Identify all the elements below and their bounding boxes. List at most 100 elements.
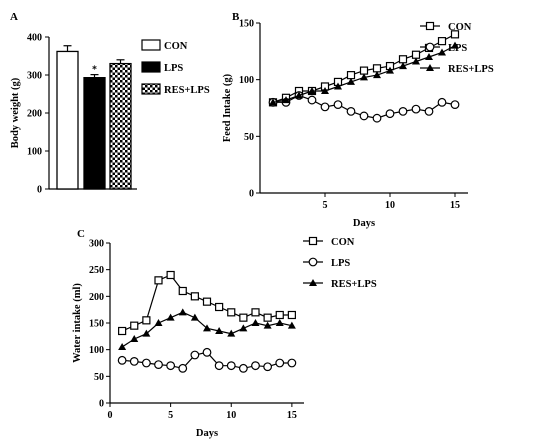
point-lps — [372, 113, 382, 123]
point-reslps — [142, 329, 151, 337]
y-tick-label: 50 — [94, 372, 104, 383]
point-reslps — [412, 57, 420, 65]
point-lps — [450, 100, 460, 109]
point-lps — [117, 355, 127, 365]
point-reslps — [295, 91, 303, 99]
point-lps — [307, 95, 317, 105]
significance-marker: * — [92, 65, 97, 76]
point-reslps — [373, 71, 381, 79]
panel-c-chart: 0 50 100 150 200 250 300 0 5 10 15 Days Water intake… — [72, 236, 377, 439]
point-reslps — [282, 96, 290, 104]
y-tick-label: 50 — [244, 132, 254, 143]
point-lps — [214, 361, 224, 371]
point-con — [190, 292, 199, 301]
point-lps — [398, 106, 408, 116]
bar-reslps — [109, 62, 132, 190]
y-tick-label: 100 — [89, 345, 104, 356]
point-con — [215, 302, 224, 312]
x-tick-label: 15 — [450, 200, 460, 211]
y-axis-label: Water intake (ml) — [72, 283, 83, 363]
x-tick-label: 10 — [385, 200, 395, 211]
point-lps — [275, 358, 285, 368]
point-lps — [424, 106, 434, 116]
y-tick-label: 300 — [27, 71, 42, 82]
point-reslps — [190, 313, 199, 321]
point-reslps — [451, 41, 459, 49]
y-tick-label: 0 — [249, 189, 254, 200]
point-con — [263, 313, 272, 322]
x-axis-label: Days — [353, 218, 375, 229]
y-tick-label: 100 — [27, 147, 42, 158]
y-tick-label: 0 — [37, 185, 42, 196]
x-tick-label: 5 — [323, 200, 328, 211]
point-con — [398, 55, 408, 64]
legend-label: CON — [448, 22, 472, 33]
point-reslps — [154, 319, 163, 326]
point-con — [130, 321, 139, 330]
y-tick-label: 200 — [27, 109, 42, 120]
point-reslps — [203, 324, 211, 332]
point-con — [450, 30, 460, 39]
point-reslps — [263, 321, 272, 329]
point-reslps — [227, 329, 236, 337]
point-con — [411, 50, 421, 59]
point-con — [166, 270, 175, 280]
point-reslps — [308, 87, 316, 94]
x-tick-label: 0 — [108, 410, 113, 421]
legend-marker — [425, 42, 435, 52]
point-lps — [141, 358, 151, 368]
point-lps — [263, 362, 273, 372]
point-lps — [437, 97, 447, 107]
point-reslps — [215, 327, 224, 334]
point-lps — [359, 111, 369, 121]
point-reslps — [287, 321, 296, 329]
point-con — [118, 326, 127, 336]
point-lps — [411, 104, 421, 114]
point-con — [227, 308, 236, 317]
legend-label: LPS — [448, 43, 467, 54]
legend-label: RES+LPS — [331, 279, 377, 290]
point-con — [154, 276, 163, 285]
point-reslps — [251, 319, 260, 326]
point-con — [178, 286, 187, 296]
bar-lps — [83, 77, 106, 190]
point-lps — [385, 109, 395, 119]
y-axis-label: Body weight (g) — [10, 77, 21, 148]
legend-label: RES+LPS — [448, 64, 494, 75]
legend-marker — [309, 279, 317, 286]
y-tick-label: 150 — [89, 319, 104, 330]
legend-swatch — [141, 83, 161, 95]
point-con — [437, 37, 447, 46]
y-tick-label: 300 — [89, 239, 104, 250]
point-con — [346, 71, 356, 80]
y-tick-label: 100 — [239, 75, 254, 86]
point-reslps — [118, 343, 127, 350]
point-lps — [333, 100, 343, 109]
legend-marker — [426, 64, 434, 71]
point-reslps — [386, 66, 394, 74]
point-con — [275, 310, 284, 320]
point-reslps — [425, 53, 433, 60]
panel-b-chart: 0 50 100 150 5 10 15 Days Feed Intake (g) CON LPS R… — [222, 19, 494, 230]
legend-marker — [308, 236, 318, 246]
panel-label-b: B — [232, 11, 240, 23]
point-con — [202, 297, 212, 306]
point-con — [251, 308, 260, 317]
legend-marker — [425, 21, 435, 31]
point-reslps — [239, 324, 248, 332]
point-lps — [190, 350, 200, 360]
point-lps — [287, 358, 297, 368]
bar-con — [56, 50, 79, 190]
y-tick-label: 250 — [89, 265, 104, 276]
point-lps — [251, 361, 260, 371]
point-reslps — [166, 313, 175, 321]
point-reslps — [360, 73, 368, 81]
point-reslps — [321, 87, 329, 94]
legend-label: CON — [164, 41, 188, 52]
point-reslps — [275, 319, 284, 326]
legend-swatch — [141, 39, 161, 51]
x-tick-label: 15 — [287, 410, 297, 421]
point-con — [239, 313, 248, 322]
point-con — [372, 64, 382, 73]
y-tick-label: 150 — [239, 19, 254, 30]
